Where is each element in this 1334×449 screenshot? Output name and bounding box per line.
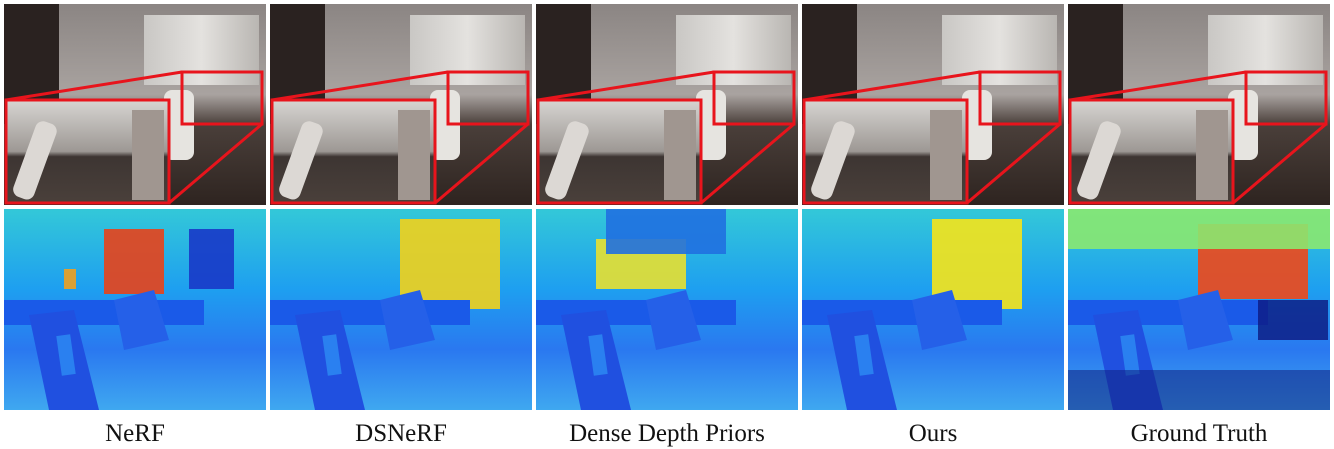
columns: NeRF DSNeRF Dense Depth Priors Ours Ground T… — [4, 4, 1330, 447]
inset-post — [930, 110, 962, 200]
rgb-view — [1068, 4, 1330, 205]
depth-missing — [1068, 370, 1330, 410]
inset-post — [1196, 110, 1228, 200]
rgb-view — [270, 4, 532, 205]
depth-view — [1068, 209, 1330, 410]
rgb-view — [802, 4, 1064, 205]
column: Dense Depth Priors — [536, 4, 798, 447]
column: Ours — [802, 4, 1064, 447]
depth-region — [189, 229, 234, 289]
column-label: Dense Depth Priors — [569, 420, 765, 447]
depth-view — [802, 209, 1064, 410]
inset-post — [664, 110, 696, 200]
depth-region — [104, 229, 164, 294]
depth-region — [64, 269, 76, 289]
inset-post — [132, 110, 164, 200]
column-label: DSNeRF — [355, 420, 447, 447]
depth-missing — [1258, 300, 1328, 340]
depth-view — [270, 209, 532, 410]
inset-post — [398, 110, 430, 200]
column: Ground Truth — [1068, 4, 1330, 447]
depth-region — [1068, 209, 1330, 249]
depth-region — [606, 209, 726, 254]
column: NeRF — [4, 4, 266, 447]
figure: NeRF DSNeRF Dense Depth Priors Ours Ground T… — [0, 0, 1334, 449]
column-label: NeRF — [105, 420, 165, 447]
rgb-view — [536, 4, 798, 205]
depth-view — [536, 209, 798, 410]
rgb-view — [4, 4, 266, 205]
column-label: Ground Truth — [1131, 420, 1268, 447]
column: DSNeRF — [270, 4, 532, 447]
depth-view — [4, 209, 266, 410]
column-label: Ours — [909, 420, 958, 447]
